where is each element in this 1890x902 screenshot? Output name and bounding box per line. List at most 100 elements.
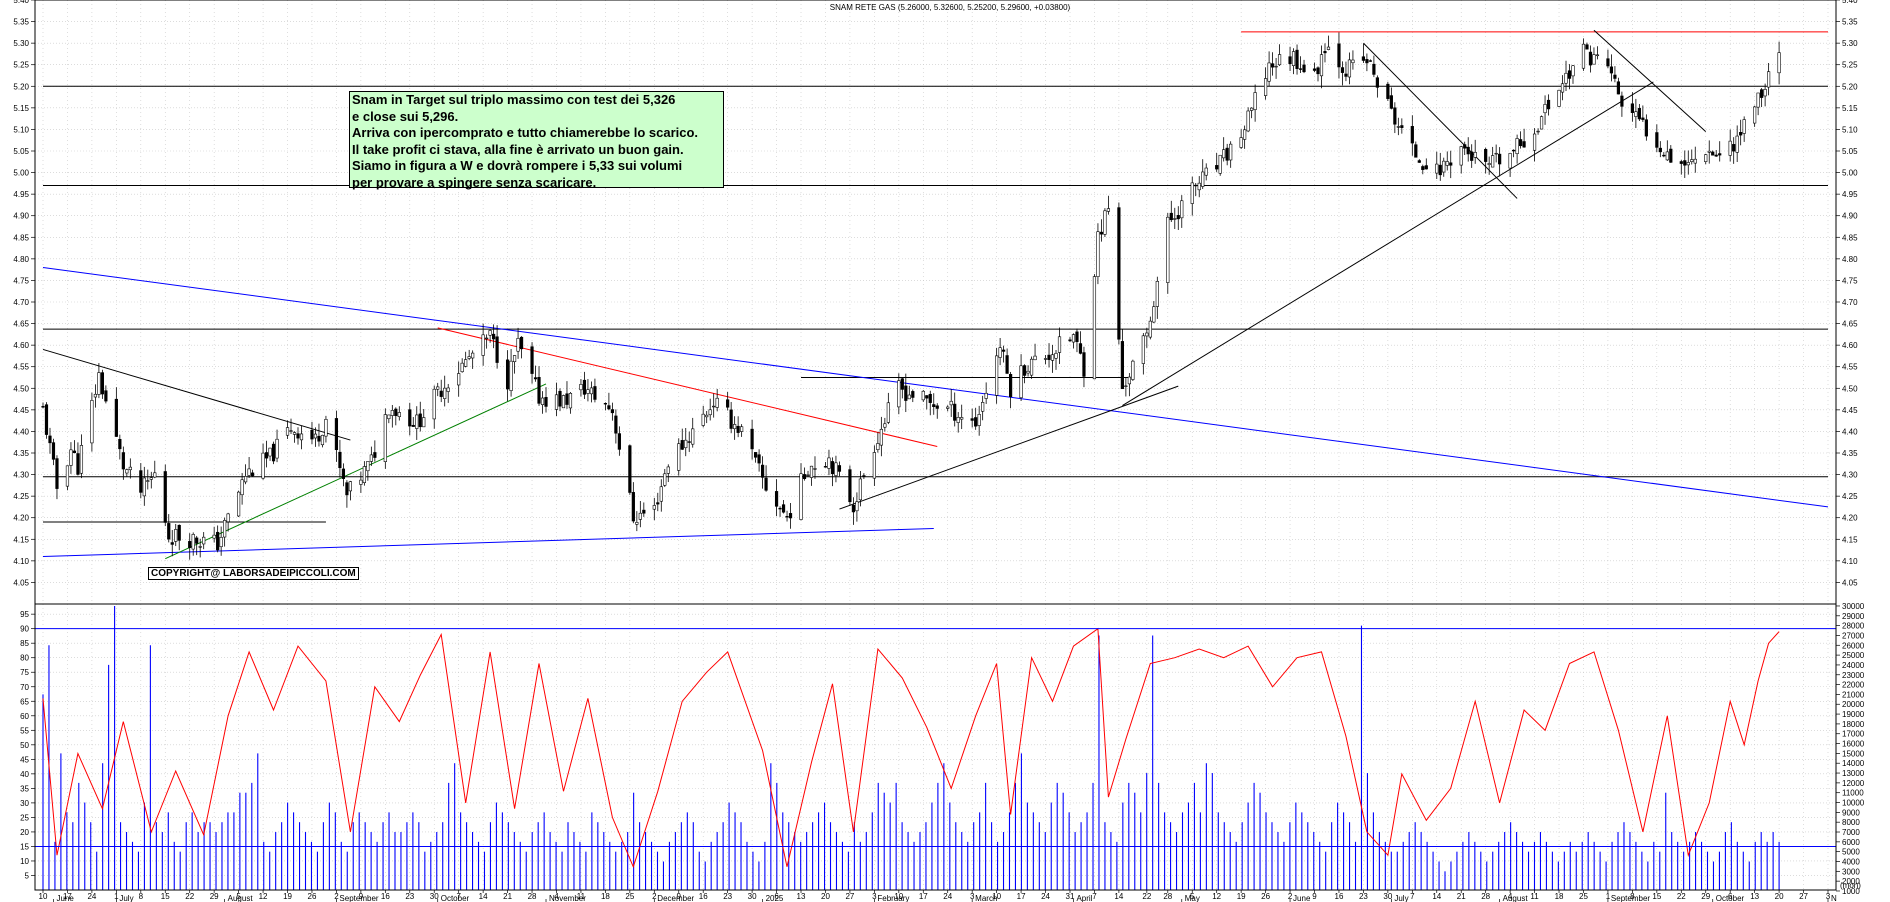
candle-body	[1005, 355, 1009, 374]
x-day-label: 1	[114, 892, 119, 901]
candle-body	[48, 435, 52, 444]
x-day-label: 3	[872, 892, 877, 901]
candle-body	[139, 470, 143, 493]
candle	[879, 416, 883, 457]
candle	[708, 398, 712, 421]
candle	[226, 512, 230, 532]
oscillator-y-tick-label: 55	[20, 726, 29, 735]
x-day-label: 2	[1288, 892, 1293, 901]
candle	[485, 334, 489, 349]
x-day-label: 17	[919, 892, 928, 901]
candle-body	[153, 472, 157, 478]
x-day-label: 31	[1066, 892, 1075, 901]
oscillator-panel-frame	[34, 603, 1837, 891]
candle-body	[1484, 148, 1488, 162]
candle-body	[519, 336, 524, 350]
candle-body	[715, 397, 719, 408]
candle-body	[1637, 108, 1641, 120]
candle-body	[488, 330, 492, 336]
candle-body	[1253, 92, 1257, 110]
volume-y-ticks: 1000200030004000500060007000800090001000…	[1836, 602, 1865, 896]
candle-body	[1421, 166, 1425, 170]
price-y-tick-label: 5.35	[13, 18, 29, 27]
candle-body	[928, 393, 932, 403]
candle-body	[55, 458, 59, 489]
candle-body	[533, 377, 538, 380]
candle	[736, 416, 740, 438]
candle	[191, 532, 195, 556]
price-y-tick-label: 4.90	[13, 212, 29, 221]
candle-body	[457, 373, 461, 386]
candle-body	[1295, 49, 1299, 69]
candle	[827, 449, 831, 476]
volume-y-tick-label: 26000	[1842, 641, 1865, 650]
candle-body	[537, 377, 541, 404]
candle-body	[712, 405, 716, 408]
candle	[904, 373, 908, 413]
candle	[1302, 59, 1306, 74]
candle	[1449, 150, 1453, 179]
x-day-label: 4	[554, 892, 559, 901]
candle-body	[1466, 146, 1470, 155]
volume-y-tick-label: 16000	[1842, 740, 1865, 749]
price-y-tick-label: 5.10	[1842, 125, 1858, 134]
candle-body	[114, 398, 118, 437]
candle-body	[93, 393, 97, 398]
candle	[1588, 45, 1593, 73]
candle-body	[1655, 132, 1659, 148]
candle-body	[72, 450, 77, 454]
candle	[715, 388, 719, 412]
candle-body	[118, 438, 122, 450]
x-day-label: 12	[259, 892, 268, 901]
candle	[139, 463, 143, 499]
price-y-tick-label: 4.25	[1842, 492, 1858, 501]
candle	[223, 517, 227, 547]
candle	[900, 377, 904, 399]
candle	[1250, 107, 1254, 119]
candle	[153, 460, 157, 479]
candle-body	[481, 334, 485, 356]
candle-body	[729, 409, 733, 429]
candle	[1141, 333, 1145, 375]
candle	[142, 466, 146, 506]
candle-body	[977, 414, 981, 426]
candle	[533, 365, 538, 382]
candle-body	[1539, 116, 1544, 130]
candle-body	[663, 473, 667, 486]
x-day-label: 21	[1457, 892, 1466, 901]
candle	[1264, 67, 1268, 100]
candle-body	[544, 397, 548, 407]
candle-body	[1026, 370, 1030, 374]
candle	[1365, 53, 1369, 72]
candle	[481, 323, 485, 366]
x-day-label: 23	[405, 892, 414, 901]
candle-body	[1616, 81, 1621, 95]
price-y-tick-label: 4.55	[13, 363, 29, 372]
volume-y-tick-label: 2000	[1842, 877, 1860, 886]
candle-body	[1078, 343, 1083, 354]
candle	[1662, 152, 1666, 158]
x-day-label: 19	[283, 892, 292, 901]
volume-y-tick-label: 22000	[1842, 681, 1865, 690]
candle	[313, 427, 318, 447]
candle-body	[740, 426, 744, 432]
candle-body	[956, 417, 960, 423]
candle	[1239, 129, 1243, 150]
candle	[100, 369, 104, 399]
candle	[1417, 159, 1421, 163]
candle	[1344, 61, 1348, 82]
candle	[1176, 206, 1180, 230]
price-y-ticks-right: 4.05 4.10 4.15 4.20 4.25 4.30 4.35 4.40 4.45 4.50…	[1836, 0, 1858, 587]
candle-body	[1519, 139, 1523, 147]
candle	[1267, 51, 1271, 86]
oscillator-y-tick-label: 30	[20, 799, 29, 808]
candle-body	[1326, 46, 1331, 50]
candle	[362, 461, 366, 486]
candle	[586, 378, 590, 402]
candle	[1655, 124, 1659, 153]
candle	[781, 499, 786, 514]
candle-body	[1361, 56, 1366, 61]
price-y-tick-label: 5.30	[13, 39, 29, 48]
x-day-label: 16	[381, 892, 390, 901]
oscillator-y-tick-label: 75	[20, 668, 29, 677]
